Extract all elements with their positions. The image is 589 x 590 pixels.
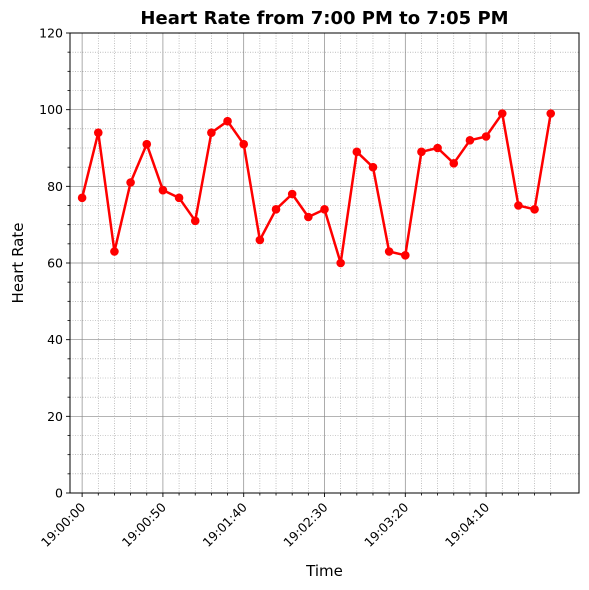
heart-rate-point <box>304 212 313 222</box>
y-tick-label: 60 <box>47 256 63 271</box>
heart-rate-point <box>497 109 507 118</box>
heart-rate-point <box>93 128 103 137</box>
heart-rate-point <box>417 147 426 157</box>
y-tick-label: 0 <box>55 486 63 501</box>
heart-rate-point <box>287 189 297 199</box>
heart-rate-point <box>255 235 265 245</box>
y-tick-label: 40 <box>47 332 63 347</box>
heart-rate-point <box>433 143 442 153</box>
heart-rate-point <box>514 201 523 210</box>
x-axis-label: Time <box>305 562 343 580</box>
heart-rate-point <box>77 193 87 203</box>
heart-rate-point <box>481 132 491 141</box>
heart-rate-point <box>223 116 232 126</box>
y-tick-label: 100 <box>39 102 63 117</box>
y-tick-label: 20 <box>47 409 63 424</box>
heart-rate-point <box>384 247 394 256</box>
heart-rate-point <box>352 147 362 157</box>
heart-rate-point <box>207 128 216 137</box>
heart-rate-point <box>320 205 329 214</box>
heart-rate-point <box>126 178 135 187</box>
heart-rate-point <box>449 159 459 168</box>
heart-rate-point <box>400 251 410 260</box>
y-axis-label: Heart Rate <box>9 223 27 304</box>
heart-rate-series <box>77 109 556 268</box>
heart-rate-point <box>174 193 184 203</box>
y-tick-label: 80 <box>47 179 63 194</box>
y-tick-label: 120 <box>39 26 63 41</box>
heart-rate-point <box>271 205 281 214</box>
heart-rate-point <box>158 185 168 195</box>
heart-rate-point <box>110 247 119 256</box>
heart-rate-point <box>546 109 556 118</box>
heart-rate-point <box>142 139 152 149</box>
heart-rate-point <box>239 139 249 149</box>
heart-rate-point <box>336 258 345 268</box>
heart-rate-point <box>530 205 539 214</box>
heart-rate-point <box>368 162 378 172</box>
y-axis-ticks: 0 20 40 60 80 100 120 <box>39 26 70 501</box>
heart-rate-point <box>190 216 200 226</box>
heart-rate-point <box>465 136 475 145</box>
chart-title: Heart Rate from 7:00 PM to 7:05 PM <box>140 8 508 29</box>
